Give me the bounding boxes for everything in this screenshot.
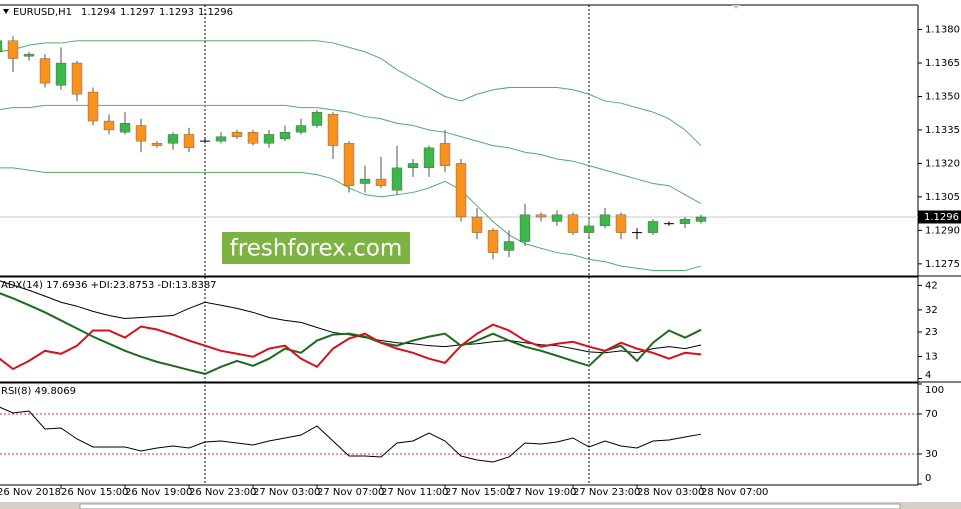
candle-body	[103, 120, 115, 131]
y-tick-label: 4	[925, 370, 931, 381]
candle-body	[679, 219, 691, 224]
candle-body	[119, 123, 131, 133]
candle-body	[55, 62, 67, 86]
header-value: 1.1293	[159, 7, 194, 18]
y-tick-label: 42	[925, 280, 938, 291]
indicator-line	[0, 406, 702, 463]
panel-title: ADX(14) 17.6936 +DI:23.8753 -DI:13.8387	[1, 280, 217, 291]
candle-body	[423, 147, 435, 169]
y-tick-label: 100	[925, 385, 944, 396]
candle-body	[583, 225, 595, 233]
header-value: 1.1296	[198, 7, 233, 18]
candle-body	[327, 114, 339, 146]
candle-body	[311, 111, 323, 126]
header-value: EURUSD,H1	[13, 7, 72, 18]
y-tick-label: 1.1275	[925, 259, 960, 270]
panel-1	[0, 280, 702, 375]
candle-body	[279, 132, 291, 140]
candle-body	[599, 214, 611, 227]
y-tick-label: 1.1350	[925, 91, 960, 102]
candle-body	[247, 132, 259, 144]
candle-body	[471, 216, 483, 233]
y-tick-label: 13	[925, 351, 938, 362]
y-tick-label: 32	[925, 305, 938, 316]
scroll-thumb[interactable]	[79, 503, 901, 509]
x-tick-label: 27 Nov 23:00	[573, 487, 640, 498]
candle-body	[295, 125, 307, 133]
candle-body	[183, 134, 195, 148]
x-tick-label: 27 Nov 07:00	[317, 487, 384, 498]
y-tick-label: 1.1365	[925, 58, 960, 69]
candle-body	[71, 62, 83, 95]
watermark-box	[222, 232, 410, 264]
candle-body	[87, 91, 99, 122]
x-tick-label: 26 Nov 15:00	[61, 487, 128, 498]
x-tick-label: 28 Nov 03:00	[637, 487, 704, 498]
candle-body	[391, 167, 403, 191]
candle-body	[647, 221, 659, 233]
y-tick-label: 0	[925, 473, 931, 484]
x-tick-label: 27 Nov 15:00	[445, 487, 512, 498]
candle-body	[695, 216, 707, 222]
x-tick-label: 27 Nov 03:00	[253, 487, 320, 498]
y-tick-label: 1.1320	[925, 158, 960, 169]
price-box-label: 1.1296	[924, 212, 959, 223]
header-value: 1.1297	[120, 7, 155, 18]
candle-body	[439, 143, 451, 166]
candle-body	[375, 178, 387, 186]
panel-2	[0, 406, 918, 463]
y-tick-label: 1.1335	[925, 125, 960, 136]
y-tick-label: 1.1380	[925, 25, 960, 36]
candle-body	[7, 40, 19, 59]
candle-body	[551, 214, 563, 222]
candle-body	[535, 214, 547, 218]
y-tick-label: 1.1290	[925, 225, 960, 236]
candle-body	[39, 58, 51, 84]
watermark: freshforex.com	[230, 236, 403, 262]
candle-body	[615, 214, 627, 233]
candle-body	[343, 143, 355, 186]
x-tick-label: 27 Nov 11:00	[381, 487, 448, 498]
price-box	[918, 210, 961, 224]
candle-body	[455, 163, 467, 218]
shift-marker	[732, 5, 740, 9]
x-tick-label: 27 Nov 19:00	[509, 487, 576, 498]
bollinger-upper	[0, 40, 702, 146]
candle-body	[519, 214, 531, 242]
candle-body	[263, 134, 275, 144]
candle-body	[503, 241, 515, 251]
candle-body	[407, 163, 419, 169]
x-tick-label: 26 Nov 2018	[0, 487, 61, 498]
candle-body	[215, 136, 227, 142]
y-tick-label: 30	[925, 449, 938, 460]
x-tick-label: 26 Nov 19:00	[125, 487, 192, 498]
candle-body	[231, 132, 243, 137]
bollinger-middle	[0, 104, 702, 205]
candle-body	[0, 40, 3, 53]
candle-body	[167, 134, 179, 144]
y-tick-label: 1.1305	[925, 192, 960, 203]
menu-arrow[interactable]	[3, 9, 9, 14]
candle-body	[151, 143, 163, 146]
candle-body	[135, 125, 147, 142]
candle-body	[23, 53, 35, 57]
y-tick-label: 70	[925, 409, 938, 420]
y-tick-label: 23	[925, 327, 938, 338]
x-tick-label: 28 Nov 07:00	[701, 487, 768, 498]
indicator-line	[0, 292, 702, 375]
candle-body	[567, 214, 579, 233]
indicator-line	[0, 323, 702, 371]
candle-body	[487, 230, 499, 253]
x-tick-label: 26 Nov 23:00	[189, 487, 256, 498]
header-value: 1.1294	[81, 7, 116, 18]
panel-title: RSI(8) 49.8069	[1, 386, 76, 397]
panel-0	[0, 36, 918, 272]
candle-body	[359, 178, 371, 184]
chart-header: EURUSD,H1 1.1294 1.1297 1.1293 1.1296	[13, 7, 233, 18]
